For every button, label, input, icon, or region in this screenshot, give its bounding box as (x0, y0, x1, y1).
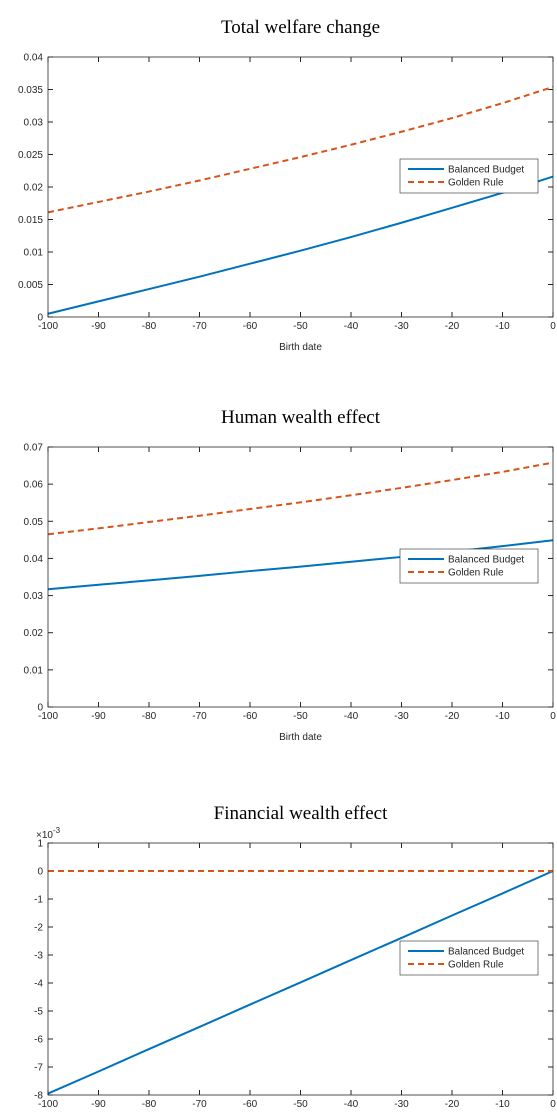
x-tick-label: 0 (550, 321, 556, 332)
legend-label: Balanced Budget (448, 165, 524, 176)
x-tick-label: -70 (192, 1099, 207, 1110)
series-line (47, 461, 554, 536)
x-tick-label: -100 (38, 711, 58, 722)
x-tick-label: -80 (142, 711, 157, 722)
x-tick-label: -50 (293, 711, 308, 722)
legend-box (399, 158, 539, 194)
y-tick-label: 0.07 (24, 443, 44, 454)
y-tick-label: -3 (34, 951, 43, 962)
x-tick-label: -60 (243, 711, 258, 722)
legend-box (399, 940, 539, 976)
series-line (47, 85, 554, 214)
x-tick-label: 0 (550, 1099, 556, 1110)
y-tick-label: -6 (34, 1035, 43, 1046)
x-tick-label: -30 (394, 1099, 409, 1110)
x-tick-label: -40 (344, 1099, 359, 1110)
x-tick-label: -20 (445, 321, 460, 332)
series-line (47, 870, 554, 1095)
x-tick-label: -100 (38, 321, 58, 332)
y-tick-label: 0.04 (24, 554, 44, 565)
axes-frame (47, 56, 554, 318)
x-tick-label: -60 (243, 321, 258, 332)
y-tick-label: 0.03 (24, 118, 44, 129)
y-tick-label: -1 (34, 895, 43, 906)
y-tick-label: 0.04 (24, 53, 44, 64)
x-axis-label: Birth date (279, 342, 322, 353)
legend-label: Golden Rule (448, 568, 504, 579)
x-tick-label: -10 (495, 711, 510, 722)
y-tick-label: 0.035 (18, 85, 43, 96)
x-tick-label: -40 (344, 321, 359, 332)
y-tick-label: 0.025 (18, 150, 43, 161)
legend-label: Balanced Budget (448, 555, 524, 566)
x-tick-label: -20 (445, 1099, 460, 1110)
multiplier-base: ×10 (36, 830, 53, 841)
y-tick-label: -8 (34, 1091, 43, 1102)
x-tick-label: -30 (394, 321, 409, 332)
y-tick-label: 1 (37, 839, 43, 850)
x-tick-label: -80 (142, 1099, 157, 1110)
y-tick-label: 0.06 (24, 480, 44, 491)
chart-title: Total welfare change (221, 17, 380, 38)
x-tick-label: -40 (344, 711, 359, 722)
y-tick-label: 0 (37, 867, 43, 878)
legend-box (399, 548, 539, 584)
x-tick-label: -20 (445, 711, 460, 722)
y-tick-label: 0.02 (24, 628, 44, 639)
x-tick-label: -10 (495, 321, 510, 332)
x-tick-label: -30 (394, 711, 409, 722)
legend-label: Golden Rule (448, 178, 504, 189)
axes-frame (47, 842, 554, 1096)
y-tick-label: 0.03 (24, 591, 44, 602)
y-tick-label: 0 (37, 313, 43, 324)
series-line (47, 175, 554, 315)
x-tick-label: -90 (91, 1099, 106, 1110)
y-multiplier: ×10-3 (36, 826, 61, 841)
chart-title: Financial wealth effect (214, 803, 388, 824)
x-tick-label: -70 (192, 711, 207, 722)
x-tick-label: -70 (192, 321, 207, 332)
x-tick-label: -100 (38, 1099, 58, 1110)
chart-title: Human wealth effect (221, 407, 381, 428)
multiplier-exponent: -3 (53, 826, 61, 835)
x-tick-label: -80 (142, 321, 157, 332)
x-tick-label: -50 (293, 321, 308, 332)
y-tick-label: 0.05 (24, 517, 44, 528)
y-tick-label: -2 (34, 923, 43, 934)
y-tick-label: 0 (37, 703, 43, 714)
y-tick-label: 0.02 (24, 183, 44, 194)
x-axis-label: Birth date (279, 732, 322, 743)
x-tick-label: -90 (91, 321, 106, 332)
axes-frame (47, 446, 554, 708)
y-tick-label: 0.01 (24, 665, 44, 676)
x-tick-label: 0 (550, 711, 556, 722)
y-tick-label: -7 (34, 1063, 43, 1074)
y-tick-label: -4 (34, 979, 43, 990)
x-tick-label: -10 (495, 1099, 510, 1110)
x-tick-label: -60 (243, 1099, 258, 1110)
y-tick-label: 0.005 (18, 280, 43, 291)
x-tick-label: -50 (293, 1099, 308, 1110)
legend-label: Golden Rule (448, 960, 504, 971)
x-tick-label: -90 (91, 711, 106, 722)
y-tick-label: -5 (34, 1007, 43, 1018)
legend-label: Balanced Budget (448, 947, 524, 958)
y-tick-label: 0.01 (24, 248, 44, 259)
y-tick-label: 0.015 (18, 215, 43, 226)
